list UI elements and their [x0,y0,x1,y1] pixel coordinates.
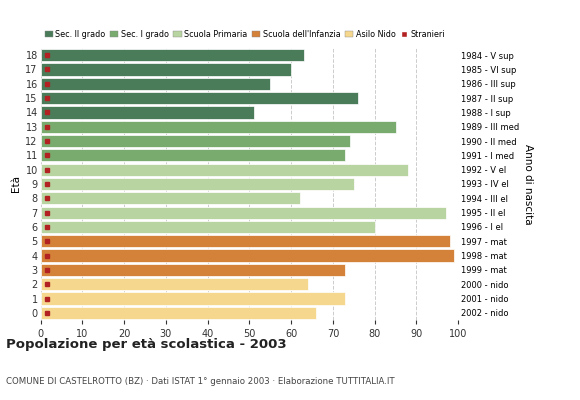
Bar [41,121,396,133]
Bar [41,135,350,147]
Bar [41,206,445,219]
Bar [41,250,454,262]
Bar [41,292,346,305]
Legend: Sec. II grado, Sec. I grado, Scuola Primaria, Scuola dell'Infanzia, Asilo Nido, : Sec. II grado, Sec. I grado, Scuola Prim… [45,30,445,38]
Bar [41,264,346,276]
Bar [41,178,354,190]
Text: COMUNE DI CASTELROTTO (BZ) · Dati ISTAT 1° gennaio 2003 · Elaborazione TUTTITALI: COMUNE DI CASTELROTTO (BZ) · Dati ISTAT … [6,377,394,386]
Bar [41,106,253,118]
Bar [41,192,299,204]
Text: Popolazione per età scolastica - 2003: Popolazione per età scolastica - 2003 [6,338,287,351]
Bar [41,92,358,104]
Y-axis label: Anno di nascita: Anno di nascita [523,144,534,224]
Bar [41,235,450,247]
Bar [41,49,304,61]
Y-axis label: Età: Età [11,176,21,192]
Bar [41,278,308,290]
Bar [41,63,291,76]
Bar [41,307,316,319]
Bar [41,78,270,90]
Bar [41,149,346,162]
Bar [41,164,408,176]
Bar [41,221,375,233]
